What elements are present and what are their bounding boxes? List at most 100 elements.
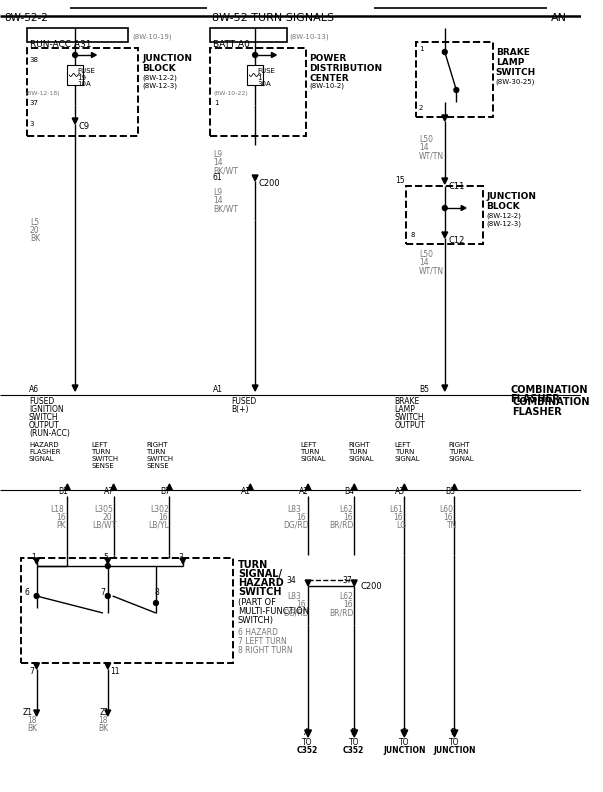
- Text: 14: 14: [419, 258, 428, 267]
- Text: TO: TO: [399, 738, 409, 747]
- Text: BK/WT: BK/WT: [213, 166, 238, 175]
- Text: (8W-12-3): (8W-12-3): [486, 220, 521, 227]
- Text: TO: TO: [302, 738, 313, 747]
- Text: 16: 16: [56, 513, 66, 522]
- Text: Z1: Z1: [23, 708, 33, 717]
- Text: LG: LG: [397, 521, 407, 530]
- Text: SIGNAL: SIGNAL: [300, 456, 326, 462]
- Polygon shape: [34, 558, 39, 564]
- Text: 14: 14: [419, 143, 428, 152]
- Text: L9: L9: [213, 188, 222, 197]
- Text: LEFT: LEFT: [395, 442, 411, 448]
- Text: SWITCH: SWITCH: [238, 587, 281, 597]
- Polygon shape: [180, 558, 186, 564]
- Text: A1: A1: [241, 487, 251, 496]
- Text: L5: L5: [30, 218, 39, 227]
- Text: 7: 7: [100, 588, 105, 597]
- Text: HAZARD: HAZARD: [29, 442, 58, 448]
- Text: (8W-10-13): (8W-10-13): [290, 33, 329, 40]
- Text: LB/YL: LB/YL: [148, 521, 169, 530]
- Text: JUNCTION: JUNCTION: [486, 192, 536, 201]
- Text: B: B: [450, 728, 456, 737]
- Polygon shape: [401, 730, 408, 737]
- Text: B1: B1: [58, 487, 68, 496]
- Text: JUNCTION: JUNCTION: [142, 54, 192, 63]
- Text: L83: L83: [287, 592, 301, 601]
- Text: BRAKE: BRAKE: [496, 48, 529, 57]
- Text: JUNCTION: JUNCTION: [433, 746, 476, 755]
- Polygon shape: [442, 115, 447, 121]
- Text: 16: 16: [158, 513, 168, 522]
- Text: 20: 20: [102, 513, 112, 522]
- Polygon shape: [305, 484, 311, 490]
- Circle shape: [253, 52, 257, 58]
- Text: 14: 14: [213, 158, 223, 167]
- Polygon shape: [402, 484, 407, 490]
- Text: BLOCK: BLOCK: [142, 64, 176, 73]
- Bar: [406, 186, 483, 244]
- Bar: [27, 28, 128, 42]
- Text: TURN: TURN: [395, 449, 414, 455]
- Text: B7: B7: [160, 487, 170, 496]
- Text: BRAKE: BRAKE: [395, 397, 420, 406]
- Text: TO: TO: [449, 738, 459, 747]
- Circle shape: [106, 563, 110, 569]
- Text: 8: 8: [410, 232, 415, 238]
- Text: SWITCH: SWITCH: [496, 68, 536, 77]
- Text: RUN-ACC A31: RUN-ACC A31: [30, 40, 91, 49]
- Text: DG/RD: DG/RD: [283, 608, 309, 617]
- Text: HAZARD: HAZARD: [238, 578, 283, 588]
- Bar: [210, 28, 287, 42]
- Text: L61: L61: [389, 505, 403, 514]
- Text: RIGHT: RIGHT: [349, 442, 370, 448]
- Polygon shape: [34, 710, 39, 716]
- Polygon shape: [105, 663, 111, 669]
- Polygon shape: [271, 52, 276, 58]
- Text: C200: C200: [360, 582, 382, 591]
- Circle shape: [34, 593, 39, 599]
- Text: SENSE: SENSE: [147, 463, 169, 469]
- Text: (8W-10-19): (8W-10-19): [133, 33, 172, 40]
- Text: 38: 38: [30, 57, 39, 63]
- Text: 61: 61: [213, 173, 223, 182]
- Text: B3: B3: [445, 487, 455, 496]
- Text: COMBINATION: COMBINATION: [512, 397, 590, 407]
- Text: TURN: TURN: [449, 449, 468, 455]
- Text: (PART OF: (PART OF: [238, 598, 276, 607]
- Text: L62: L62: [339, 592, 353, 601]
- Text: 20: 20: [30, 226, 39, 235]
- Text: 3: 3: [30, 121, 34, 127]
- Polygon shape: [252, 175, 258, 181]
- Bar: [68, 65, 83, 85]
- Text: A: A: [305, 728, 310, 737]
- Polygon shape: [252, 385, 258, 391]
- Text: (8W-12-3): (8W-12-3): [142, 82, 177, 89]
- Text: SIGNAL: SIGNAL: [349, 456, 374, 462]
- Text: A7: A7: [104, 487, 114, 496]
- Text: AN: AN: [551, 13, 567, 23]
- Text: 34: 34: [287, 576, 297, 585]
- Polygon shape: [247, 484, 253, 490]
- Text: BK: BK: [30, 234, 40, 243]
- Text: 7 LEFT TURN: 7 LEFT TURN: [238, 637, 286, 646]
- Text: C200: C200: [259, 179, 280, 188]
- Text: TURN: TURN: [147, 449, 166, 455]
- Text: COMBINATION: COMBINATION: [510, 385, 588, 395]
- Polygon shape: [351, 730, 358, 737]
- Text: 16: 16: [443, 513, 452, 522]
- Polygon shape: [442, 385, 447, 391]
- Text: (8W-10-22): (8W-10-22): [213, 91, 248, 96]
- Text: 1: 1: [213, 100, 218, 106]
- Text: SWITCH: SWITCH: [92, 456, 119, 462]
- Text: L62: L62: [339, 505, 353, 514]
- Text: BATT A0: BATT A0: [213, 40, 250, 49]
- Text: BR/RD: BR/RD: [329, 608, 353, 617]
- Text: 14: 14: [213, 196, 223, 205]
- Text: LB/WT: LB/WT: [92, 521, 116, 530]
- Text: DG/RD: DG/RD: [283, 521, 309, 530]
- Text: LEFT: LEFT: [92, 442, 108, 448]
- Text: (8W-30-25): (8W-30-25): [496, 78, 535, 85]
- Text: SWITCH: SWITCH: [29, 413, 58, 422]
- Text: (8W-12-18): (8W-12-18): [25, 91, 60, 96]
- Text: 37: 37: [343, 576, 353, 585]
